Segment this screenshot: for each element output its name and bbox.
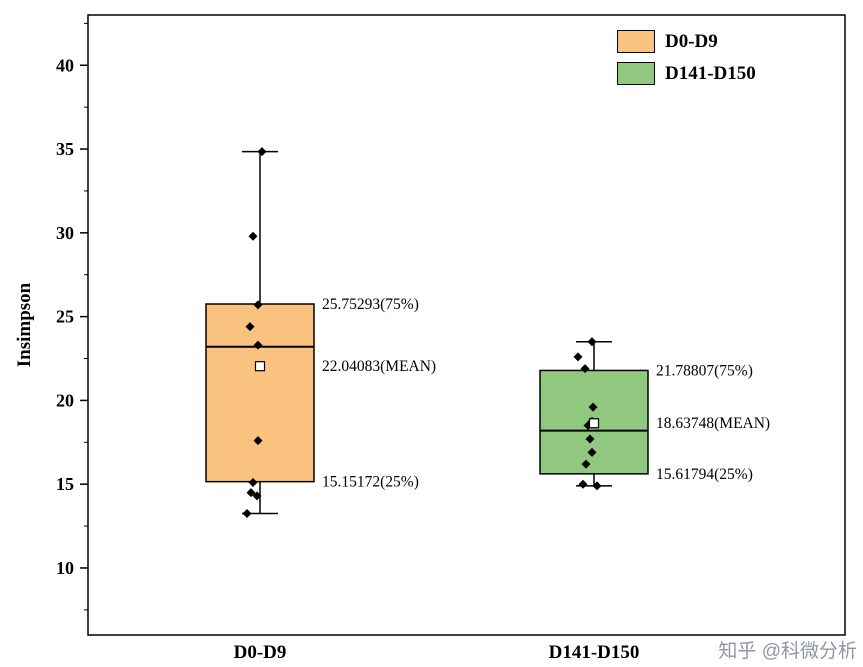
data-point: [587, 337, 597, 347]
legend-swatch-d141-d150: [617, 62, 655, 85]
y-tick-label: 25: [56, 307, 74, 327]
data-point: [253, 300, 263, 310]
data-point: [252, 491, 262, 501]
legend: D0-D9 D141-D150: [617, 30, 756, 85]
data-point: [580, 364, 590, 374]
mean-marker: [254, 361, 266, 372]
stat-annotation: 22.04083(MEAN): [322, 358, 436, 375]
y-tick-label: 30: [56, 223, 74, 243]
data-point: [257, 147, 267, 157]
data-point: [585, 434, 595, 444]
legend-label-d0-d9: D0-D9: [665, 30, 718, 52]
data-point: [253, 340, 263, 350]
data-point: [248, 478, 258, 488]
legend-swatch-d0-d9: [617, 30, 655, 53]
data-point: [253, 436, 263, 446]
stat-annotation: 15.15172(25%): [322, 474, 419, 491]
data-point: [578, 479, 588, 489]
x-tick-label: D0-D9: [234, 642, 287, 663]
mean-marker: [588, 418, 600, 429]
stat-annotation: 25.75293(75%): [322, 296, 419, 313]
legend-label-d141-d150: D141-D150: [665, 62, 756, 84]
data-point: [581, 459, 591, 469]
box-d0-d9: [205, 303, 315, 483]
data-point: [242, 509, 252, 519]
y-tick-label: 20: [56, 390, 74, 410]
y-tick-label: 15: [56, 474, 74, 494]
y-axis-title: Insimpson: [14, 282, 35, 367]
y-tick-label: 40: [56, 55, 74, 75]
watermark: 知乎 @科微分析: [718, 641, 857, 662]
y-tick-label: 35: [56, 139, 74, 159]
legend-item-d141-d150: D141-D150: [617, 62, 756, 85]
y-tick-label: 10: [56, 558, 74, 578]
data-point: [245, 322, 255, 332]
stat-annotation: 15.61794(25%): [656, 466, 753, 483]
stat-annotation: 21.78807(75%): [656, 362, 753, 379]
x-tick-label: D141-D150: [549, 642, 640, 663]
stat-annotation: 18.63748(MEAN): [656, 415, 770, 432]
legend-item-d0-d9: D0-D9: [617, 30, 756, 53]
data-point: [248, 231, 258, 241]
data-point: [573, 352, 583, 362]
data-point: [246, 488, 256, 498]
data-point: [588, 402, 598, 412]
data-point: [592, 481, 602, 491]
plot-frame: [87, 14, 846, 636]
data-point: [587, 447, 597, 457]
